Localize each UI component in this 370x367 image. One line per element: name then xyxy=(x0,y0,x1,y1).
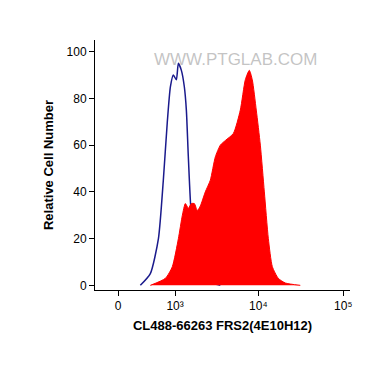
svg-text:100: 100 xyxy=(67,45,87,59)
svg-text:0: 0 xyxy=(115,299,122,313)
svg-text:20: 20 xyxy=(73,232,87,246)
svg-text:10³: 10³ xyxy=(166,299,183,313)
svg-text:40: 40 xyxy=(73,185,87,199)
svg-text:0: 0 xyxy=(80,279,87,293)
svg-text:10⁴: 10⁴ xyxy=(249,299,268,313)
svg-text:WWW.PTGLAB.COM: WWW.PTGLAB.COM xyxy=(154,50,317,69)
svg-text:CL488-66263 FRS2(4E10H12): CL488-66263 FRS2(4E10H12) xyxy=(133,318,312,333)
svg-text:Relative Cell Number: Relative Cell Number xyxy=(41,100,56,230)
svg-text:10⁵: 10⁵ xyxy=(334,299,352,313)
svg-text:60: 60 xyxy=(73,138,87,152)
svg-text:80: 80 xyxy=(73,92,87,106)
